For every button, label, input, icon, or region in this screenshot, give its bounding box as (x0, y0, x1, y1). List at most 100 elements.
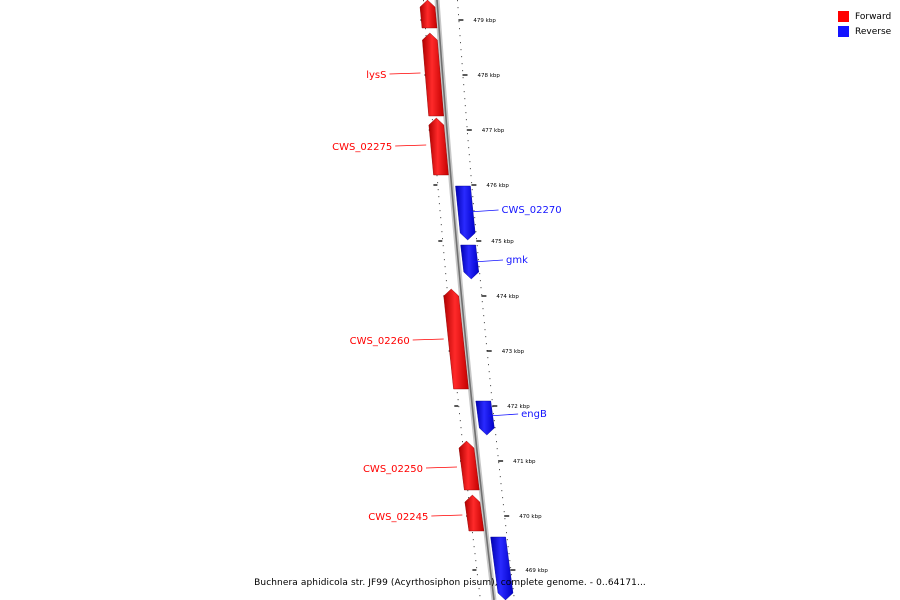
label-leader-line (389, 72, 421, 75)
ruler-dot (479, 595, 481, 597)
gene-label[interactable]: CWS_02270 (502, 205, 562, 216)
ruler-dot (438, 196, 440, 198)
gene-label[interactable]: lysS (366, 70, 386, 81)
ruler-dot (479, 273, 481, 275)
ruler-dot (511, 581, 513, 583)
gene-label[interactable]: CWS_02245 (368, 512, 428, 523)
ruler-dot (495, 434, 497, 436)
ruler-dot (475, 560, 477, 562)
ruler-dot (496, 448, 498, 450)
ruler-dot (481, 294, 483, 296)
ruler-dot (477, 252, 479, 254)
ruler-dot (512, 588, 514, 590)
label-leader-line (488, 413, 519, 417)
ruler-dot (473, 546, 475, 548)
gene-arrow-cws_02270[interactable] (455, 185, 476, 241)
gene-arrow-cws_02250[interactable] (458, 440, 480, 491)
legend-label: Forward (855, 11, 892, 22)
ruler-dot (467, 133, 468, 135)
ruler-dot (466, 126, 468, 128)
gene-arrow-gmk[interactable] (460, 244, 479, 280)
ruler-dot (500, 483, 502, 485)
gene-arrow-lyss[interactable] (422, 32, 444, 117)
ruler-dot (462, 70, 464, 72)
ruler-dot (458, 14, 459, 16)
ruler-dot (499, 476, 501, 478)
legend-item-forward: Forward (838, 9, 891, 24)
ruler-dot (465, 119, 467, 121)
ruler-dot (485, 336, 487, 338)
legend: Forward Reverse (838, 9, 891, 39)
ruler-dot (468, 497, 470, 499)
ruler-dot (471, 182, 473, 184)
ruler-dot (489, 378, 491, 380)
gene-arrow-cws_02245[interactable] (464, 494, 485, 532)
genome-caption: Buchnera aphidicola str. JF99 (Acyrthosi… (254, 578, 646, 588)
ruler-dot (488, 371, 490, 373)
ruler-dot (468, 154, 470, 156)
ruler-dot (494, 427, 496, 429)
ruler-dot (431, 119, 433, 121)
ruler-dot (513, 595, 515, 597)
label-leader-line (425, 466, 458, 469)
ruler-dot (476, 567, 478, 569)
ruler-dot (437, 189, 439, 191)
ruler-dot (470, 175, 472, 177)
ruler-dot (460, 49, 462, 51)
gene-label[interactable]: CWS_02275 (332, 142, 392, 153)
gene-label[interactable]: engB (521, 409, 547, 420)
ruler-dot (483, 315, 485, 317)
ruler-tick-label: 474 kbp (496, 294, 519, 300)
gene-arrow-engb[interactable] (475, 400, 495, 436)
gene-label[interactable]: CWS_02250 (363, 464, 423, 475)
ruler-dot (481, 301, 483, 303)
ruler-dot (444, 266, 446, 268)
gene-arrow-unlabeled-9[interactable] (490, 536, 514, 600)
gene-arrow-unlabeled-0[interactable] (419, 0, 438, 29)
ruler-dot (493, 413, 494, 415)
ruler-dot (461, 63, 463, 65)
ruler-dot (438, 203, 440, 205)
ruler-dot (461, 434, 463, 436)
ruler-dot (485, 343, 487, 345)
ruler-dot (425, 35, 427, 37)
ruler-dot (498, 462, 500, 464)
ruler-dot (463, 84, 465, 86)
ruler-dot (499, 469, 500, 471)
ruler-tick-label: 473 kbp (502, 349, 525, 355)
ruler-dot (497, 455, 499, 457)
ruler-dot (477, 581, 479, 583)
ruler-dot (476, 574, 478, 576)
ruler-dot (491, 399, 493, 401)
ruler-dot (473, 210, 475, 212)
ruler-dot (482, 308, 484, 310)
ruler-dot (474, 217, 476, 219)
ruler-dot (474, 224, 476, 226)
ruler-dot (479, 280, 481, 282)
ruler-dot (443, 259, 445, 261)
ruler-tick-label: 469 kbp (525, 568, 548, 574)
ruler-dot (488, 364, 489, 366)
ruler-dot (503, 511, 505, 513)
gene-arrow-cws_02260[interactable] (443, 288, 469, 390)
gene-label[interactable]: CWS_02260 (350, 336, 410, 347)
gene-label[interactable]: gmk (506, 255, 528, 266)
ruler-dot (461, 56, 463, 58)
ruler-dot (476, 245, 478, 247)
gene-arrow-cws_02275[interactable] (428, 117, 449, 176)
ruler-dot (472, 539, 474, 541)
label-leader-line (395, 144, 427, 147)
ruler-dot (493, 420, 495, 422)
ruler-tick-label: 477 kbp (482, 128, 505, 134)
ruler-dot (502, 504, 504, 506)
ruler-dot (472, 196, 474, 198)
ruler-dot (484, 329, 486, 331)
ruler-dot (469, 168, 471, 170)
ruler-dot (477, 259, 479, 261)
ruler-dot (463, 91, 465, 93)
ruler-dot (460, 427, 462, 429)
forward-swatch (838, 11, 849, 22)
ruler-dot (457, 0, 458, 2)
features (419, 0, 514, 600)
ruler-dot (464, 98, 466, 100)
